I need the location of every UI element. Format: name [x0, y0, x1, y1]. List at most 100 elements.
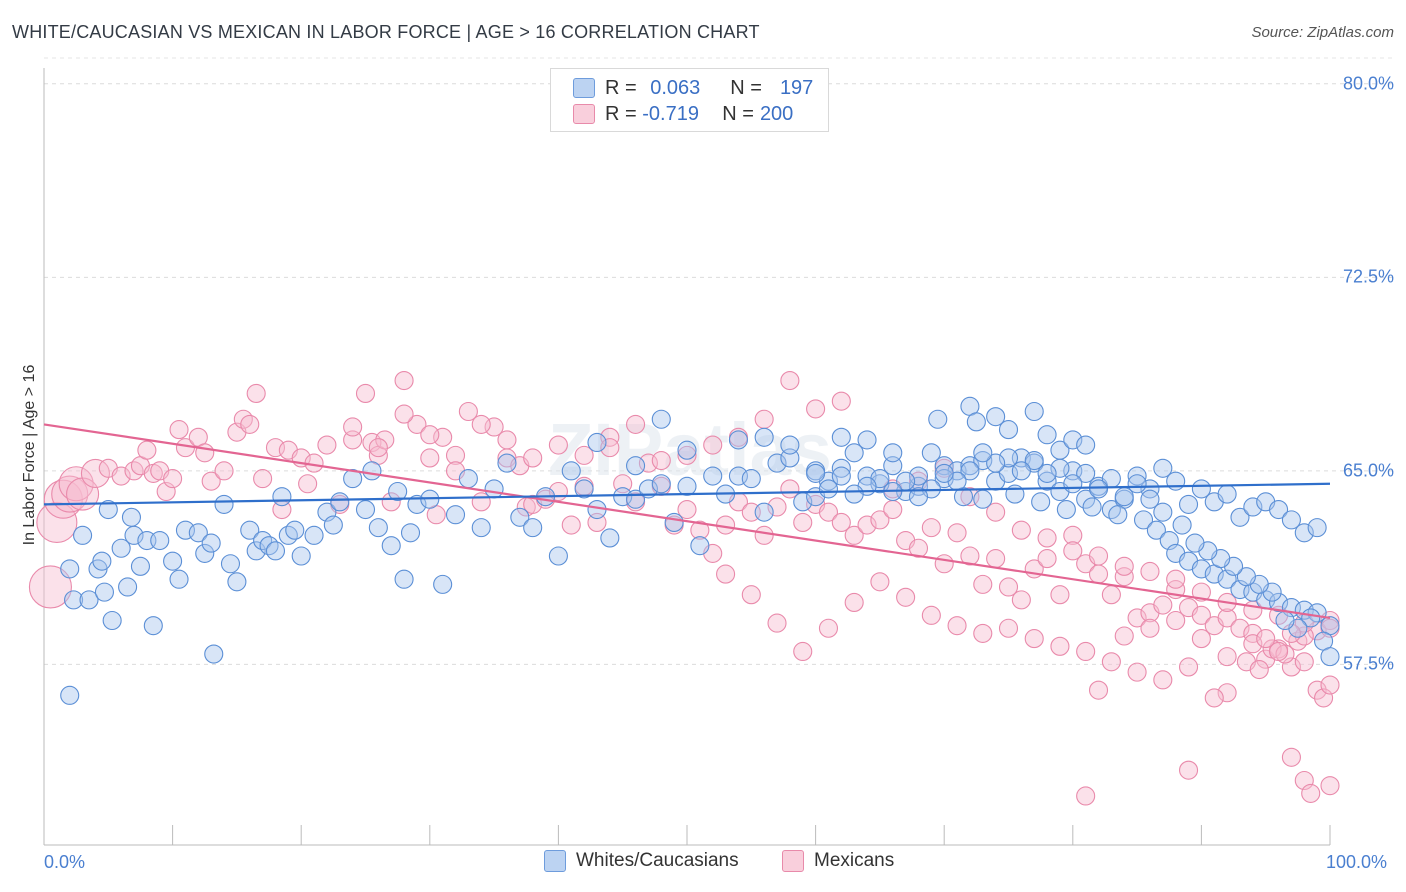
data-point [150, 530, 170, 551]
data-point [1140, 489, 1160, 509]
data-point [253, 530, 273, 551]
data-point [368, 438, 388, 458]
data-point [1140, 479, 1160, 499]
chart-title: WHITE/CAUCASIAN VS MEXICAN IN LABOR FORC… [12, 22, 760, 42]
data-point [1140, 618, 1160, 638]
data-point [130, 556, 150, 576]
data-point [1140, 561, 1160, 582]
data-point [1024, 629, 1044, 649]
data-point [921, 443, 941, 463]
data-point [195, 543, 215, 563]
data-point [883, 443, 903, 463]
data-point [1320, 776, 1340, 796]
data-point [896, 587, 916, 607]
data-point [394, 370, 414, 391]
data-point [741, 469, 761, 489]
data-point [298, 474, 318, 494]
data-point [420, 425, 440, 445]
data-point [986, 453, 1006, 473]
data-point [1101, 585, 1121, 605]
data-point [407, 414, 427, 434]
data-point [1011, 461, 1031, 481]
data-point [1127, 466, 1147, 486]
data-point [1172, 515, 1192, 535]
data-point [767, 613, 787, 633]
data-point [195, 443, 215, 463]
data-point [1108, 505, 1128, 525]
data-point [1127, 662, 1147, 682]
data-point [1088, 564, 1109, 584]
data-point [703, 466, 723, 486]
data-point [1243, 623, 1263, 643]
data-point [728, 430, 748, 450]
data-point [561, 515, 581, 535]
data-point [1011, 520, 1031, 540]
data-point [908, 487, 929, 507]
data-point [201, 533, 221, 553]
data-point [1230, 507, 1250, 527]
data-point [1166, 471, 1186, 491]
data-point [118, 577, 138, 597]
stats-legend: R = 0.063 N = 197 R = -0.719 N = 200 [550, 68, 829, 132]
data-point [407, 494, 427, 514]
data-point [368, 518, 388, 538]
data-point [169, 420, 189, 440]
data-point [1320, 675, 1340, 695]
data-point [1191, 582, 1211, 602]
data-point [433, 574, 453, 594]
data-point [690, 520, 710, 540]
data-point [806, 463, 826, 483]
data-point [523, 448, 543, 468]
data-point [870, 510, 890, 530]
data-point [1217, 608, 1237, 628]
data-point [1127, 474, 1147, 494]
data-point [986, 502, 1006, 522]
data-point [857, 515, 877, 535]
data-point [767, 497, 787, 517]
data-point [908, 466, 929, 486]
data-point [1294, 523, 1314, 543]
data-point [1050, 458, 1070, 478]
data-point [1076, 489, 1096, 509]
data-point [58, 466, 94, 502]
data-point [973, 623, 993, 643]
data-point [1056, 500, 1076, 520]
data-point [471, 518, 491, 538]
data-point [561, 461, 581, 481]
x-tick-min: 0.0% [44, 852, 86, 872]
data-point [291, 546, 311, 566]
data-point [64, 590, 84, 610]
trend-lines [43, 423, 1331, 620]
data-point [497, 453, 517, 473]
data-point [36, 501, 78, 544]
data-point [330, 492, 350, 512]
data-point [1191, 629, 1211, 649]
data-point [947, 616, 967, 636]
data-point [960, 546, 980, 566]
data-point [1063, 430, 1083, 450]
data-point [921, 518, 941, 538]
data-point [458, 469, 478, 489]
legend-n-label: N = [722, 102, 754, 125]
data-point [818, 502, 839, 522]
data-point [1178, 760, 1199, 780]
data-point [1024, 450, 1044, 471]
data-point [471, 414, 491, 434]
legend-n-value: 197 [779, 76, 814, 99]
data-point [1114, 626, 1134, 646]
data-point [1204, 688, 1224, 708]
data-point [1281, 510, 1301, 530]
data-point [638, 479, 658, 499]
data-point [1307, 518, 1327, 538]
data-point [857, 430, 877, 450]
data-point [420, 448, 440, 468]
grid-lines [44, 57, 1392, 665]
data-point [1024, 401, 1044, 422]
data-point [1236, 567, 1256, 587]
data-point [220, 554, 241, 574]
data-point [1101, 652, 1121, 672]
data-point [240, 414, 260, 434]
legend-r-value: -0.719 [642, 102, 699, 125]
data-point [947, 523, 967, 543]
